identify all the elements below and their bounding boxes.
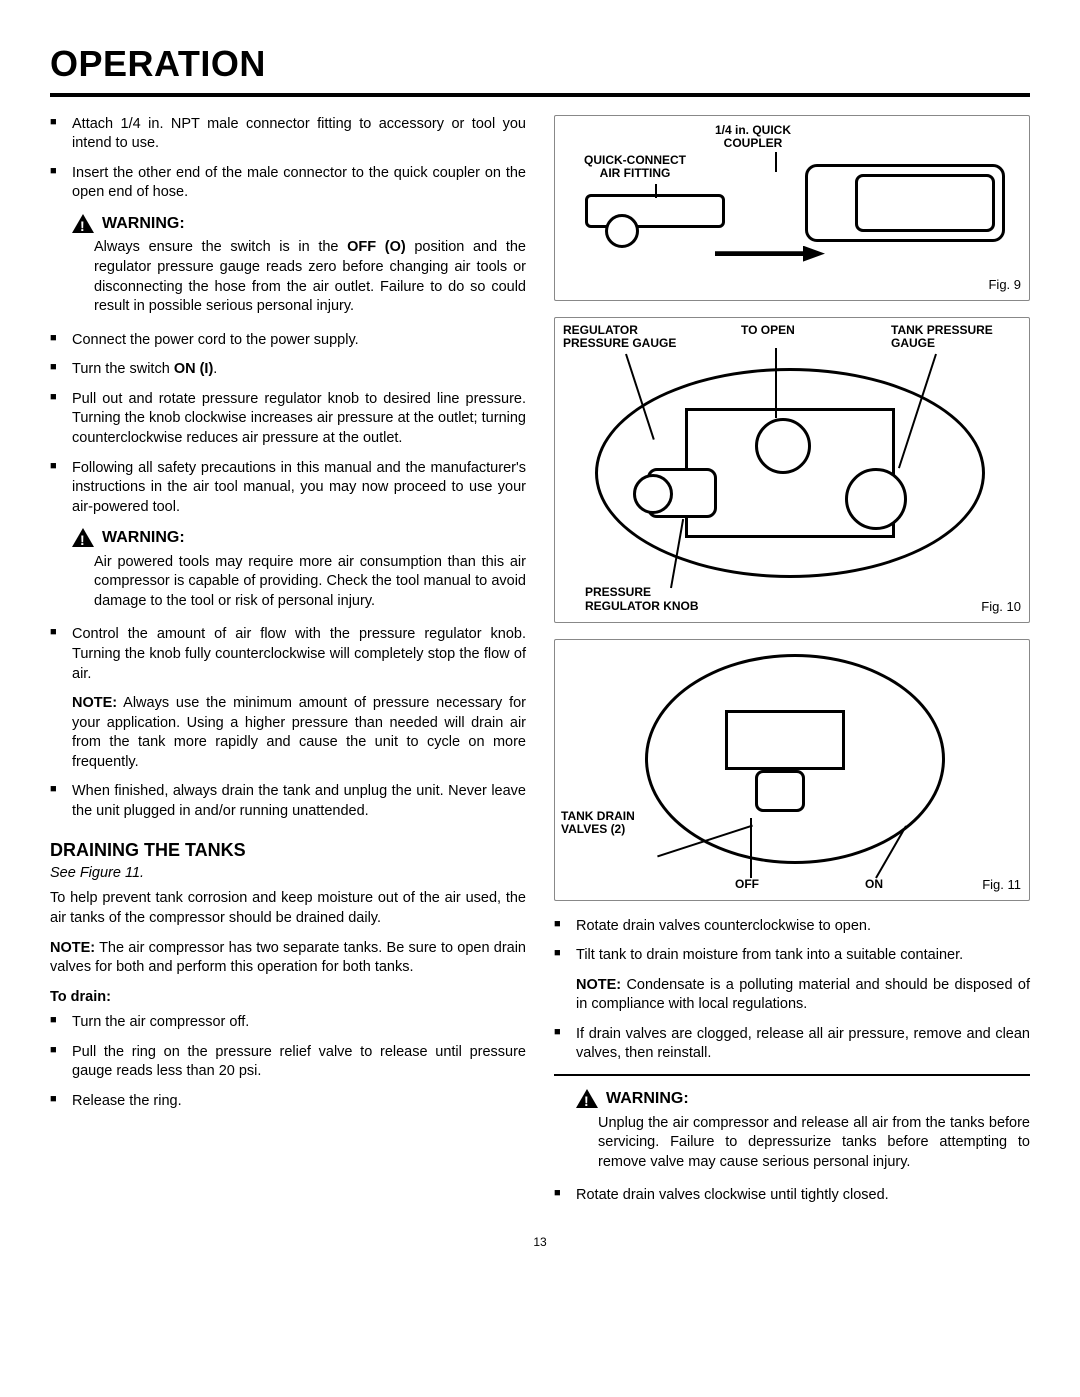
list-item: Tilt tank to drain moisture from tank in… [554, 946, 1030, 966]
list-item: Release the ring. [50, 1092, 526, 1112]
text: . [213, 361, 217, 377]
note-label: NOTE: [72, 695, 117, 711]
warning-body-1: Always ensure the switch is in the OFF (… [50, 238, 526, 316]
text-bold: ON (I) [174, 361, 213, 377]
list-item: Insert the other end of the male connect… [50, 164, 526, 203]
callout-reg-knob: PRESSURE REGULATOR KNOB [585, 586, 725, 614]
bullet-list-2: Connect the power cord to the power supp… [50, 331, 526, 518]
content-columns: Attach 1/4 in. NPT male connector fittin… [50, 115, 1030, 1216]
warning-triangle-icon [576, 1089, 598, 1108]
text: Condensate is a polluting material and s… [576, 977, 1030, 1013]
note-label: NOTE: [50, 940, 95, 956]
warning-triangle-icon [72, 528, 94, 547]
right-bullets-a: Rotate drain valves counterclockwise to … [554, 917, 1030, 966]
list-item: Pull out and rotate pressure regulator k… [50, 390, 526, 449]
callout-tank-gauge: TANK PRESSURE GAUGE [891, 324, 1021, 352]
right-bullets-b: If drain valves are clogged, release all… [554, 1025, 1030, 1064]
callout-coupler: 1/4 in. QUICK COUPLER [703, 124, 803, 152]
text: Turn the switch [72, 361, 174, 377]
note-label: NOTE: [576, 977, 621, 993]
figure-label: Fig. 10 [981, 598, 1021, 616]
page-title: OPERATION [50, 40, 1030, 97]
list-item: Connect the power cord to the power supp… [50, 331, 526, 351]
list-item: Turn the switch ON (I). [50, 360, 526, 380]
warning-triangle-icon [72, 214, 94, 233]
callout-air-fitting: QUICK-CONNECT AIR FITTING [575, 154, 695, 182]
list-item: Rotate drain valves clockwise until tigh… [554, 1186, 1030, 1206]
to-drain-label: To drain: [50, 988, 526, 1008]
list-item: Turn the air compressor off. [50, 1013, 526, 1033]
right-column: 1/4 in. QUICK COUPLER QUICK-CONNECT AIR … [554, 115, 1030, 1216]
text: Always use the minimum amount of pressur… [72, 695, 526, 770]
callout-off: OFF [735, 878, 759, 892]
drain-bullet-list: Turn the air compressor off. Pull the ri… [50, 1013, 526, 1111]
text: Always ensure the switch is in the [94, 239, 347, 255]
list-item: Pull the ring on the pressure relief val… [50, 1043, 526, 1082]
note-paragraph: NOTE: The air compressor has two separat… [50, 939, 526, 978]
page-number: 13 [50, 1234, 1030, 1250]
figure-9: 1/4 in. QUICK COUPLER QUICK-CONNECT AIR … [554, 115, 1030, 301]
warning-body-3: Unplug the air compressor and release al… [554, 1114, 1030, 1173]
list-item: Following all safety precautions in this… [50, 459, 526, 518]
callout-on: ON [865, 878, 883, 892]
warning-heading-2: WARNING: [72, 527, 526, 549]
warning-label: WARNING: [102, 213, 185, 235]
warning-heading-3: WARNING: [576, 1088, 1030, 1110]
right-bullets-c: Rotate drain valves clockwise until tigh… [554, 1186, 1030, 1206]
see-figure: See Figure 11. [50, 864, 526, 884]
divider [554, 1074, 1030, 1076]
bullet-list-1: Attach 1/4 in. NPT male connector fittin… [50, 115, 526, 203]
note-paragraph: NOTE: Always use the minimum amount of p… [50, 694, 526, 772]
callout-reg-gauge: REGULATOR PRESSURE GAUGE [563, 324, 693, 352]
warning-label: WARNING: [102, 527, 185, 549]
callout-to-open: TO OPEN [741, 324, 795, 338]
subheading-draining: DRAINING THE TANKS [50, 838, 526, 862]
bullet-list-3b: When finished, always drain the tank and… [50, 782, 526, 821]
warning-heading-1: WARNING: [72, 213, 526, 235]
figure-10: REGULATOR PRESSURE GAUGE TO OPEN TANK PR… [554, 317, 1030, 623]
warning-body-2: Air powered tools may require more air c… [50, 553, 526, 612]
list-item: Rotate drain valves counterclockwise to … [554, 917, 1030, 937]
text-bold: OFF (O) [347, 239, 406, 255]
bullet-list-3: Control the amount of air flow with the … [50, 625, 526, 684]
paragraph: To help prevent tank corrosion and keep … [50, 889, 526, 928]
list-item: Attach 1/4 in. NPT male connector fittin… [50, 115, 526, 154]
text: The air compressor has two separate tank… [50, 940, 526, 976]
list-item: Control the amount of air flow with the … [50, 625, 526, 684]
figure-label: Fig. 9 [988, 276, 1021, 294]
callout-drain-valves: TANK DRAIN VALVES (2) [561, 810, 661, 838]
list-item: When finished, always drain the tank and… [50, 782, 526, 821]
warning-label: WARNING: [606, 1088, 689, 1110]
note-paragraph: NOTE: Condensate is a polluting material… [554, 976, 1030, 1015]
figure-label: Fig. 11 [982, 876, 1021, 894]
left-column: Attach 1/4 in. NPT male connector fittin… [50, 115, 526, 1216]
figure-11: TANK DRAIN VALVES (2) OFF ON Fig. 11 [554, 639, 1030, 901]
list-item: If drain valves are clogged, release all… [554, 1025, 1030, 1064]
